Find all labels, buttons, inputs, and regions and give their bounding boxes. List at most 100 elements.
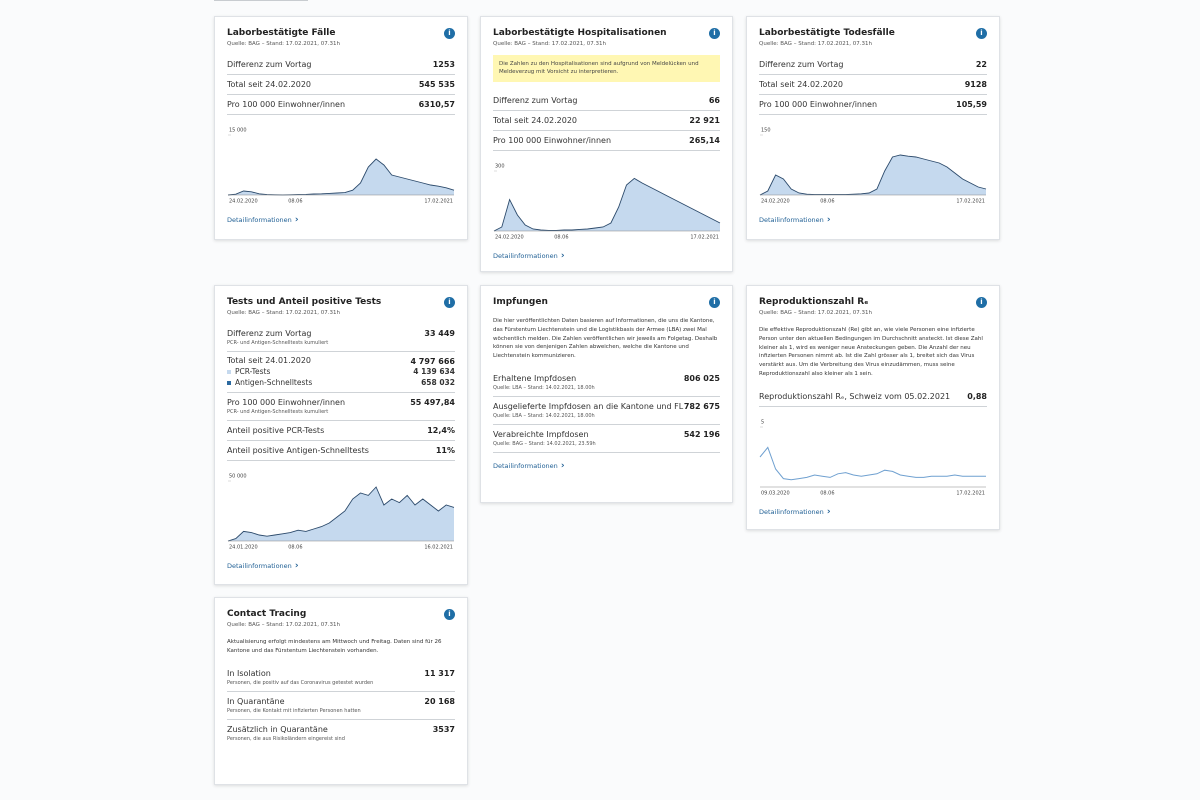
- stat-label: Pro 100 000 Einwohner/innen: [493, 135, 612, 145]
- mini-chart: 15 000 24.02.2020 08.06 17.02.2021: [227, 128, 455, 205]
- info-icon[interactable]: i: [709, 28, 720, 39]
- x-tick-label: 17.02.2021: [424, 199, 453, 205]
- x-tick-label: 24.02.2020: [229, 199, 258, 205]
- mini-chart: 150 24.02.2020 08.06 17.02.2021: [759, 128, 987, 205]
- stat-sublabel: Personen, die positiv auf das Coronaviru…: [227, 679, 374, 686]
- x-tick-label: 08.06: [554, 234, 568, 240]
- stat-row: Erhaltene Impfdosen Quelle: LBA – Stand: …: [493, 369, 720, 397]
- stat-label-group: In Quarantäne Personen, die Kontakt mit i…: [227, 697, 361, 714]
- info-icon[interactable]: i: [444, 28, 455, 39]
- description: Aktualisierung erfolgt mindestens am Mit…: [227, 639, 442, 654]
- detail-link[interactable]: Detailinformationen: [759, 507, 987, 517]
- stat-value: 22: [975, 60, 987, 69]
- info-icon[interactable]: i: [709, 297, 720, 308]
- y-tick-label: 15 000: [229, 128, 247, 134]
- stat-label: Anteil positive Antigen-Schnelltests: [227, 446, 369, 455]
- stat-row: Total seit 24.02.2020 22 921: [493, 111, 720, 131]
- stat-label-group: Pro 100 000 Einwohner/innen: [759, 100, 877, 109]
- stat-item: PCR-Tests 4 139 634: [227, 367, 455, 376]
- stat-row: Pro 100 000 Einwohner/innen PCR- und Anti…: [227, 393, 455, 421]
- stat-row: Ausgelieferte Impfdosen an die Kantone u…: [493, 397, 720, 425]
- stat-label: Verabreichte Impfdosen: [493, 429, 589, 439]
- stat-label-group: In Isolation Personen, die positiv auf da…: [227, 669, 373, 686]
- stat-label-group: Total seit 24.02.2020: [759, 80, 843, 89]
- card-title: Laborbestätigte Fälle: [227, 28, 336, 38]
- source: Quelle: BAG – Stand: 17.02.2021, 07.31h: [227, 41, 341, 47]
- stat-row: Total seit 24.02.2020 9128: [759, 75, 987, 95]
- stat-sublabel: Quelle: LBA – Stand: 14.02.2021, 18.00h: [493, 412, 595, 419]
- stat-value: 6310,57: [418, 100, 455, 109]
- stat-value: 1253: [432, 60, 455, 69]
- y-tick-label: 300: [495, 163, 505, 169]
- stat-value: 55 497,84: [410, 398, 455, 407]
- area: [760, 155, 986, 195]
- stat-label: Differenz zum Vortag: [227, 60, 312, 69]
- stat-row: Anteil positive PCR-Tests 12,4%: [227, 421, 455, 441]
- stat-row: Differenz zum Vortag 22: [759, 55, 987, 75]
- detail-link[interactable]: Detailinformationen: [227, 215, 455, 225]
- info-icon[interactable]: i: [976, 297, 987, 308]
- stat-sublabel: PCR- und Antigen-Schnelltests kumuliert: [227, 409, 329, 415]
- source: Quelle: BAG – Stand: 17.02.2021, 07.31h: [227, 310, 341, 316]
- info-icon[interactable]: i: [444, 297, 455, 308]
- stat-sublabel: Personen, die aus Risikoländern eingerei…: [227, 735, 345, 742]
- stat-row: Reproduktionszahl Rₑ, Schweiz vom 05.02.…: [759, 387, 987, 407]
- info-icon[interactable]: i: [976, 28, 987, 39]
- stat-value: 0,88: [967, 391, 987, 401]
- stat-row: Total seit 24.02.2020 545 535: [227, 75, 455, 95]
- detail-link[interactable]: Detailinformationen: [493, 251, 720, 261]
- stat-label-group: Anteil positive Antigen-Schnelltests: [227, 446, 369, 455]
- item-label: PCR-Tests: [227, 367, 270, 376]
- stat-label: Pro 100 000 Einwohner/innen: [227, 398, 346, 407]
- stat-label: Reproduktionszahl Rₑ, Schweiz vom 05.02.…: [759, 391, 951, 401]
- stat-label-group: Differenz zum Vortag: [227, 60, 311, 69]
- line: [227, 486, 455, 542]
- stat-value: 545 535: [418, 80, 455, 89]
- stat-row: Pro 100 000 Einwohner/innen 265,14: [493, 131, 720, 151]
- info-icon[interactable]: i: [444, 609, 455, 620]
- stat-row: In Isolation Personen, die positiv auf da…: [227, 664, 455, 692]
- stat-value: 265,14: [689, 135, 720, 145]
- mini-chart: 300 24.02.2020 08.06 17.02.2021: [493, 163, 721, 240]
- stat-row: Pro 100 000 Einwohner/innen 105,59: [759, 95, 987, 115]
- stat-value: 33 449: [424, 329, 455, 338]
- stat-label: Total seit 24.02.2020: [759, 80, 844, 89]
- stat-label-group: Ausgelieferte Impfdosen an die Kantone u…: [493, 402, 683, 419]
- x-tick-label: 24.02.2020: [761, 199, 790, 205]
- card: Laborbestätigte Hospitalisationen i Quelle…: [480, 16, 733, 272]
- x-tick-label: 24.01.2020: [229, 545, 258, 551]
- item-value: 658 032: [421, 378, 455, 387]
- stat-label-group: Verabreichte Impfdosen Quelle: BAG – Stan…: [493, 430, 596, 447]
- card-title: Contact Tracing: [227, 609, 307, 619]
- stat-label-group: Differenz zum Vortag PCR- und Antigen-Sch…: [227, 329, 328, 346]
- stat-row: Verabreichte Impfdosen Quelle: BAG – Stan…: [493, 425, 720, 453]
- stat-value: 9128: [964, 80, 987, 89]
- stat-label-group: Anteil positive PCR-Tests: [227, 426, 324, 435]
- card-title: Impfungen: [493, 297, 548, 307]
- card: Tests und Anteil positive Tests i Quelle: …: [214, 285, 468, 585]
- description: Die effektive Reproduktionszahl (Re) gib…: [759, 327, 983, 377]
- stat-row: Differenz zum Vortag 66: [493, 91, 720, 111]
- x-tick-label: 24.02.2020: [495, 234, 524, 240]
- stat-label: Differenz zum Vortag: [227, 329, 312, 338]
- stat-value: 20 168: [424, 696, 455, 706]
- stat-value: 3537: [432, 724, 455, 734]
- detail-link[interactable]: Detailinformationen: [759, 215, 987, 225]
- detail-link[interactable]: Detailinformationen: [227, 561, 455, 571]
- stat-label-group: Pro 100 000 Einwohner/innen: [493, 136, 611, 145]
- y-tick-label: 150: [761, 128, 771, 134]
- detail-link[interactable]: Detailinformationen: [493, 461, 720, 471]
- stat-row: Differenz zum Vortag PCR- und Antigen-Sch…: [227, 324, 455, 352]
- stat-value: 12,4%: [427, 426, 455, 435]
- card-title: Laborbestätigte Hospitalisationen: [493, 28, 667, 38]
- stat-value: 11 317: [424, 668, 455, 678]
- card: Laborbestätigte Todesfälle i Quelle: BAG –…: [746, 16, 1000, 240]
- card-title: Reproduktionszahl Rₑ: [759, 297, 869, 307]
- stat-value: 782 675: [683, 401, 720, 411]
- item-label: Antigen-Schnelltests: [227, 378, 312, 387]
- line: [759, 446, 986, 481]
- stat-sublabel: Quelle: LBA – Stand: 14.02.2021, 18.00h: [493, 384, 595, 391]
- source: Quelle: BAG – Stand: 17.02.2021, 07.31h: [759, 41, 873, 47]
- stat-label: Zusätzlich in Quarantäne: [227, 724, 328, 734]
- source: Quelle: BAG – Stand: 17.02.2021, 07.31h: [227, 622, 341, 628]
